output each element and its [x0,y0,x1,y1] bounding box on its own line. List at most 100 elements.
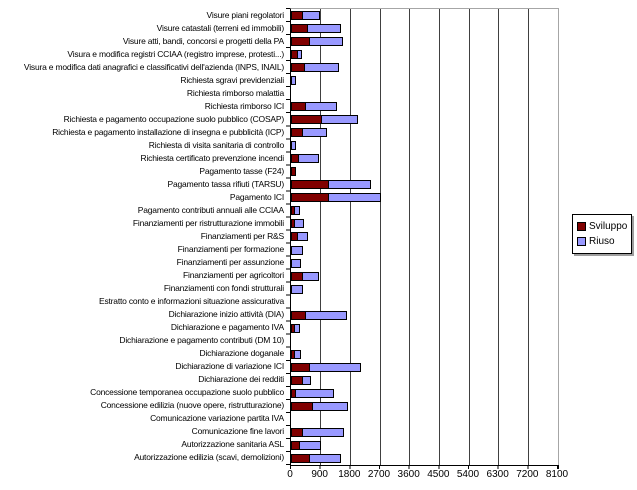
category-label: Comunicazione fine lavori [191,426,285,436]
bar-row [291,296,558,309]
category-label: Finanziamenti per agricoltori [183,269,284,280]
bar-segment-riuso [312,401,348,411]
bar-segment-sviluppo [291,115,322,125]
y-axis-category-labels: Visure piani regolatori Visure catastali … [0,8,287,464]
category-label: Richiesta di visita sanitaria di control… [148,139,284,150]
bar-segment-riuso [291,258,301,268]
bar-row [291,230,558,243]
category-label: Dichiarazione e pagamento contributi (DM… [119,334,284,345]
category-label: Finanziamenti per formazione [177,243,285,254]
bar-segment-riuso [309,37,344,47]
gridline [438,9,440,465]
bar-segment-sviluppo [291,349,295,359]
category-label: Visure piani regolatori [206,9,285,20]
bar-row [291,400,558,413]
legend-swatch-icon [577,222,586,231]
y-axis-tick-marks [286,8,290,465]
gridline [379,9,381,465]
category-label: Visure catastali (terreni ed immobili) [156,22,285,33]
category-label: Finanziamenti per ristrutturazione immob… [132,217,284,228]
category-label: Dichiarazione doganale [199,347,285,358]
x-tick-label: 900 [311,469,328,480]
bar-segment-riuso [298,154,319,164]
bar-row [291,22,558,35]
bar-segment-riuso [302,375,311,385]
bar-segment-sviluppo [291,219,295,229]
gridline [349,9,351,465]
bar-segment-sviluppo [291,453,311,463]
category-label: Pagamento ICI [229,191,284,202]
category-label: Pagamento tasse (F24) [199,165,284,176]
legend-label: Sviluppo [589,221,628,232]
bar-row [291,165,558,178]
bar-segment-riuso [310,362,361,372]
bar-segment-sviluppo [291,362,311,372]
bar-segment-riuso [294,206,300,216]
gridline [409,9,411,465]
bar-row [291,61,558,74]
category-label: Pagamento tassa rifiuti (TARSU) [167,178,285,189]
gridline [468,9,470,465]
bar-segment-riuso [302,427,345,437]
bar-row [291,322,558,335]
bar-row [291,100,558,113]
x-tick-label: 7200 [516,469,539,480]
bar-row [291,74,558,87]
bar-row [291,348,558,361]
bar-segment-sviluppo [291,232,298,242]
bar-row [291,387,558,400]
bar-segment-sviluppo [291,310,307,320]
legend-swatch-icon [577,237,586,246]
x-tick-label: 4500 [427,469,450,480]
bar-segment-riuso [291,245,303,255]
bar-row [291,426,558,439]
category-label: Finanziamenti per assunzione [176,256,285,267]
bar-row [291,335,558,348]
category-label: Richiesta e pagamento occupazione suolo … [63,113,285,124]
gridline [498,9,500,465]
legend-item-sviluppo: Sviluppo [577,219,627,234]
bar-row [291,309,558,322]
bar-segment-sviluppo [291,167,297,177]
x-axis-tick-marks [290,465,559,469]
category-label: Richiesta rimborso malattia [186,87,284,98]
bar-segment-sviluppo [291,102,307,112]
bar-segment-riuso [291,141,296,151]
bar-segment-sviluppo [291,271,303,281]
category-label: Richiesta sgravi previdenziali [180,74,284,85]
x-tick-label: 8100 [545,469,569,480]
bar-row [291,413,558,426]
legend-label: Riuso [589,236,615,247]
bar-row [291,139,558,152]
bar-row [291,217,558,230]
category-label: Visura e modifica dati anagrafici e clas… [23,61,284,72]
x-tick-label: 3600 [397,469,420,480]
bar-row [291,35,558,48]
bar-segment-riuso [321,115,359,125]
bar-row [291,191,558,204]
bar-row [291,126,558,139]
bar-segment-sviluppo [291,388,296,398]
gridline [320,9,322,465]
category-label: Autorizzazione edilizia (scavi, demolizi… [134,452,284,463]
category-label: Richiesta rimborso ICI [204,100,284,111]
bar-row [291,178,558,191]
bar-row [291,244,558,257]
bar-row [291,361,558,374]
category-label: Richiesta e pagamento installazione di i… [52,126,284,137]
bar-row [291,452,558,465]
bar-segment-riuso [307,24,341,34]
bar-row [291,257,558,270]
bar-segment-sviluppo [291,206,295,216]
bar-segment-riuso [295,388,334,398]
category-label: Finanziamenti per R&S [200,230,284,241]
bar-segment-riuso [294,219,305,229]
bar-row [291,439,558,452]
category-label: Dichiarazione inizio attività (DIA) [168,308,285,319]
bar-segment-sviluppo [291,24,308,34]
category-label: Estratto conto e informazioni situazione… [99,295,284,306]
bar-segment-riuso [306,310,348,320]
category-label: Concessione edilizia (nuove opere, ristr… [100,399,285,410]
bar-segment-sviluppo [291,375,303,385]
